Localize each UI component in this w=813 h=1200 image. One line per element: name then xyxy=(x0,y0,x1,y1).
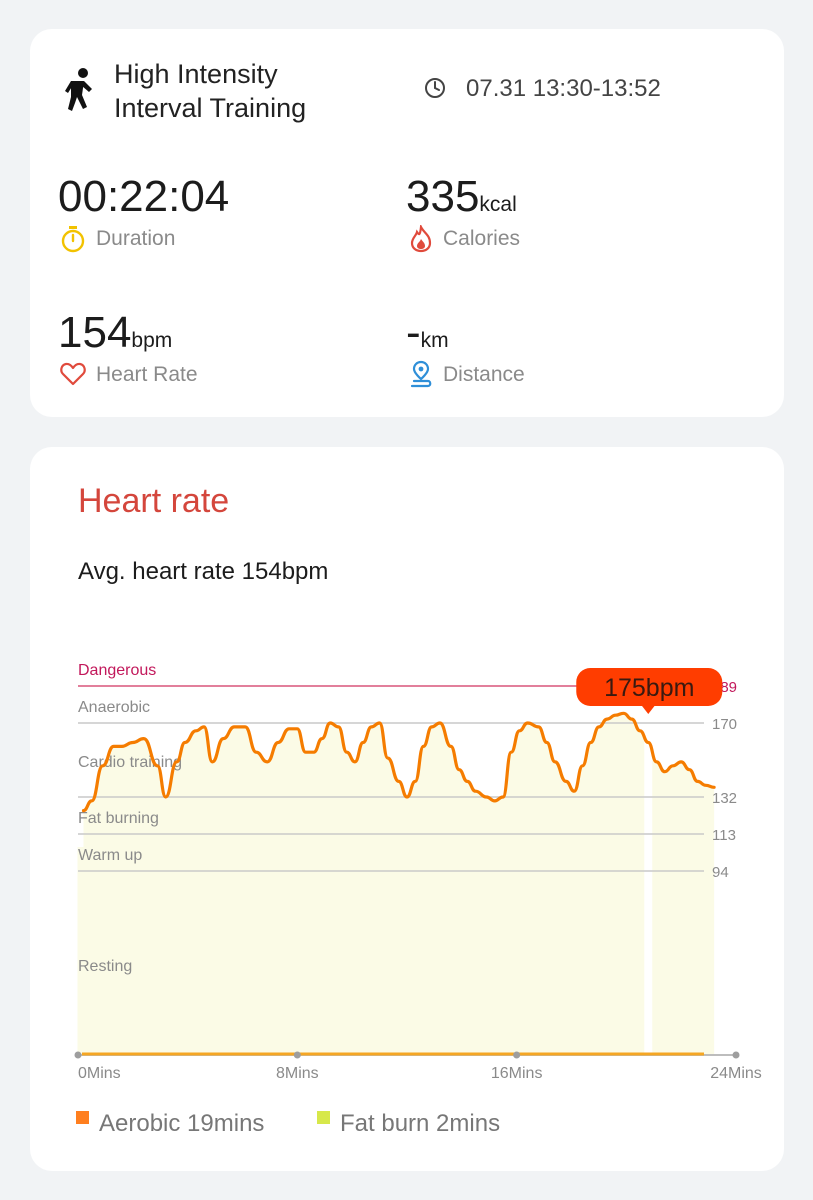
heart-rate-value: 154 xyxy=(58,308,132,357)
activity-title-line1: High Intensity xyxy=(114,59,278,89)
x-tick-label: 24Mins xyxy=(710,1065,762,1082)
zone-label: Dangerous xyxy=(78,662,156,679)
flame-icon xyxy=(408,223,434,258)
zone-label: Anaerobic xyxy=(78,699,150,716)
distance-unit: km xyxy=(420,329,449,352)
zone-label: Resting xyxy=(78,958,132,975)
workout-summary-card: High Intensity Interval Training 07.31 1… xyxy=(30,29,784,417)
distance-label: Distance xyxy=(443,363,525,386)
x-tick-dot xyxy=(732,1051,740,1059)
stopwatch-icon xyxy=(60,225,86,258)
x-tick-label: 16Mins xyxy=(491,1065,543,1082)
x-tick-dot xyxy=(513,1051,521,1059)
distance-value: - xyxy=(406,308,421,357)
legend-item-aerobic: Aerobic 19mins xyxy=(76,1110,264,1138)
legend-swatch-fat-burn xyxy=(317,1111,330,1124)
heart-rate-label: Heart Rate xyxy=(96,363,198,386)
y-tick-label: 170 xyxy=(712,716,737,733)
clock-icon xyxy=(424,77,446,104)
heart-icon xyxy=(60,362,86,391)
x-tick-label: 0Mins xyxy=(78,1065,121,1082)
workout-time-range: 07.31 13:30-13:52 xyxy=(466,75,661,102)
heart-rate-unit: bpm xyxy=(131,329,173,352)
y-tick-label: 132 xyxy=(712,790,737,807)
calories-label: Calories xyxy=(443,227,521,250)
x-tick-dot xyxy=(74,1051,82,1059)
legend-label-fat-burn: Fat burn 2mins xyxy=(340,1110,501,1137)
zone-label: Cardio training xyxy=(78,754,182,771)
distance-metric: -km xyxy=(406,311,449,355)
x-tick-dot xyxy=(293,1051,301,1059)
duration-value: 00:22:04 xyxy=(58,172,230,221)
x-tick-label: 8Mins xyxy=(276,1065,319,1082)
y-tick-label: 113 xyxy=(712,827,736,844)
route-pin-icon xyxy=(408,360,434,393)
legend-swatch-aerobic xyxy=(76,1111,89,1124)
legend-item-fat-burn: Fat burn 2mins xyxy=(317,1110,500,1138)
peak-tooltip-text: 175bpm xyxy=(604,674,694,702)
chart-fill-area xyxy=(83,713,715,1054)
peak-tooltip-pointer xyxy=(641,705,656,714)
y-tick-label: 94 xyxy=(712,864,729,881)
zone-label: Fat burning xyxy=(78,810,159,827)
heart-rate-title: Heart rate xyxy=(78,482,230,520)
zone-label: Warm up xyxy=(78,847,142,864)
heart-rate-metric: 154bpm xyxy=(58,311,172,355)
peak-tooltip xyxy=(576,668,723,706)
heart-rate-line xyxy=(81,711,716,813)
average-heart-rate: Avg. heart rate 154bpm xyxy=(78,558,329,585)
peak-highlight-column xyxy=(644,713,653,1054)
calories-metric: 335kcal xyxy=(406,175,517,219)
heart-rate-card: Heart rate Avg. heart rate 154bpm 189 Dan… xyxy=(30,447,784,1171)
calories-value: 335 xyxy=(406,172,480,221)
running-person-icon xyxy=(62,67,94,118)
activity-title-line2: Interval Training xyxy=(114,93,307,123)
duration-label: Duration xyxy=(96,227,176,250)
calories-unit: kcal xyxy=(479,193,517,216)
legend-label-aerobic: Aerobic 19mins xyxy=(99,1110,265,1137)
